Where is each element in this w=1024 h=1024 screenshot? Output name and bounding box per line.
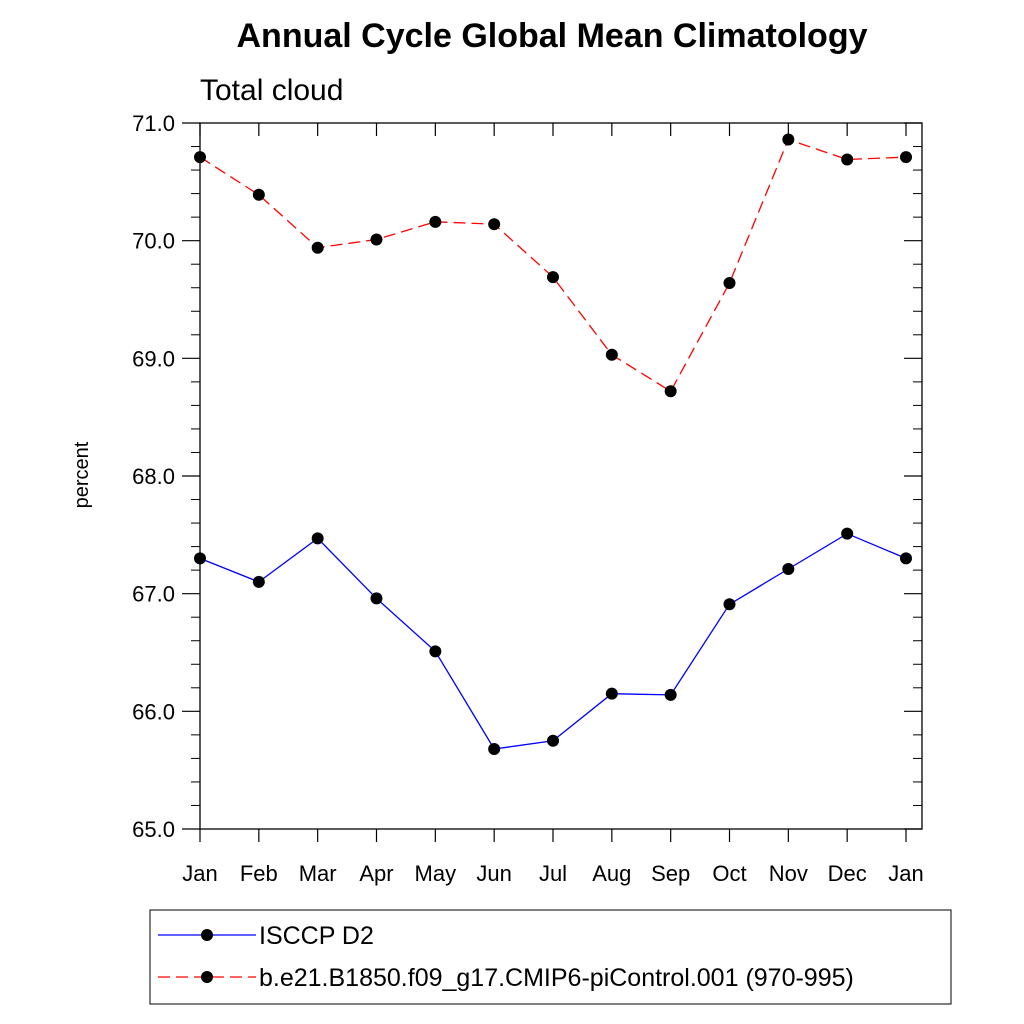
y-tick-label: 71.0 xyxy=(132,111,175,136)
y-tick-label: 68.0 xyxy=(132,464,175,489)
series-2-point xyxy=(370,233,383,246)
y-tick-label: 65.0 xyxy=(132,817,175,842)
series-line-2 xyxy=(199,138,907,393)
axes: 65.0 66.0 67.0 68.0 69.0 70.0 71.0 Jan Feb Mar Apr… xyxy=(132,111,924,886)
series-1-point xyxy=(252,575,265,588)
x-tick-label: Jan xyxy=(182,861,217,886)
series-1-point xyxy=(429,645,442,658)
chart-subtitle: Total cloud xyxy=(200,74,343,107)
x-tick-label: May xyxy=(415,861,457,886)
series-2-point xyxy=(488,218,501,231)
y-tick-label: 69.0 xyxy=(132,346,175,371)
legend-swatch-marker-1 xyxy=(201,929,213,941)
series-2-point xyxy=(664,385,677,398)
x-tick-label: Nov xyxy=(769,861,808,886)
series-2-point xyxy=(547,271,559,284)
x-tick-label: Feb xyxy=(240,861,278,886)
series-2-point xyxy=(841,153,854,166)
x-tick-label: Jan xyxy=(888,861,923,886)
x-tick-label: Aug xyxy=(592,861,631,886)
series-2-point xyxy=(429,215,442,228)
x-tick-label: Sep xyxy=(651,861,690,886)
series-layer xyxy=(194,133,912,755)
series-1-point xyxy=(900,552,912,565)
x-tick-label: Oct xyxy=(712,861,746,886)
series-1-point xyxy=(782,562,795,575)
y-tick-label: 67.0 xyxy=(132,582,175,607)
x-tick-label: Jul xyxy=(539,861,567,886)
x-tick-label: Apr xyxy=(359,861,393,886)
chart-title: Annual Cycle Global Mean Climatology xyxy=(237,17,868,55)
legend-label-1: ISCCP D2 xyxy=(259,922,374,950)
x-tick-label: Dec xyxy=(828,861,867,886)
series-2-point xyxy=(605,348,618,361)
series-line-1 xyxy=(199,532,907,750)
series-1-point xyxy=(664,688,677,701)
plot-frame xyxy=(199,122,923,830)
series-1-point xyxy=(723,598,736,611)
x-tick-label: Mar xyxy=(299,861,337,886)
series-1-point xyxy=(194,552,206,565)
legend-swatch-marker-2 xyxy=(201,971,213,983)
series-2-point xyxy=(311,241,324,254)
series-1-point xyxy=(488,742,501,755)
x-tick-label: Jun xyxy=(476,861,511,886)
series-2-point xyxy=(723,277,736,290)
legend-label-2: b.e21.B1850.f09_g17.CMIP6-piControl.001 … xyxy=(259,964,854,992)
series-2-point xyxy=(782,133,795,146)
series-1-point xyxy=(605,687,618,700)
legend-box xyxy=(149,909,952,1005)
legend: ISCCP D2 b.e21.B1850.f09_g17.CMIP6-piCont… xyxy=(149,909,952,1005)
y-axis-label: percent xyxy=(71,441,93,508)
series-2-point xyxy=(194,151,206,164)
series-2-point xyxy=(900,151,912,164)
series-1-point xyxy=(841,527,854,540)
series-1-point xyxy=(311,532,324,545)
series-1-point xyxy=(370,592,383,605)
y-tick-label: 70.0 xyxy=(132,229,175,254)
series-2-point xyxy=(252,188,265,201)
y-tick-label: 66.0 xyxy=(132,699,175,724)
series-1-point xyxy=(547,734,559,747)
